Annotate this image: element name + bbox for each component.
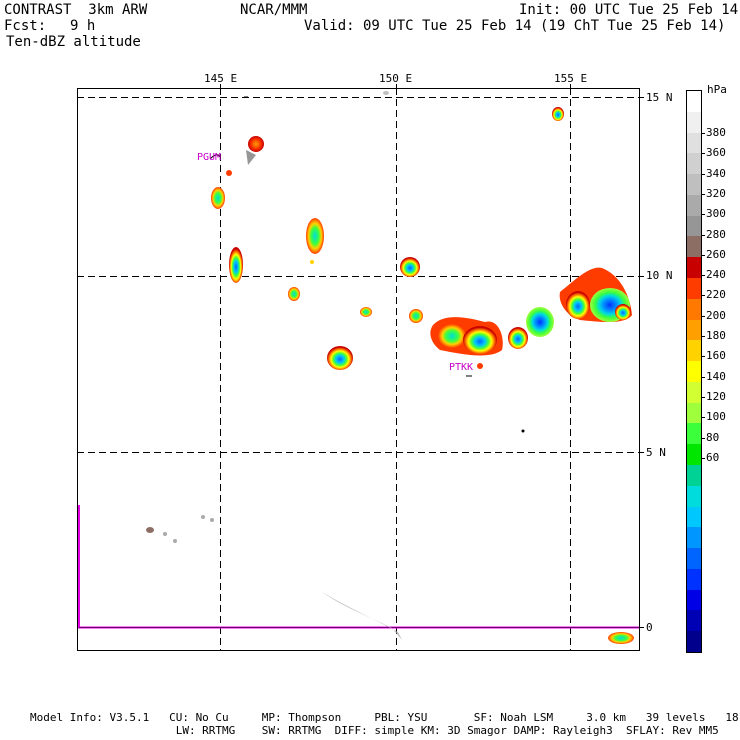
- forecast-hour: 9 h: [70, 18, 96, 34]
- colorbar-tick-label: 340: [706, 166, 726, 180]
- colorbar-segment: [687, 257, 701, 279]
- colorbar-tick-label: 320: [706, 186, 726, 200]
- colorbar-segment: [687, 631, 701, 653]
- lat-label-15n: 15 N: [646, 91, 673, 104]
- colorbar-segment: [687, 194, 701, 217]
- colorbar-tick-label: 80: [706, 430, 720, 444]
- colorbar-tick-label: 120: [706, 389, 726, 403]
- lon-label-145: 145 E: [204, 72, 238, 85]
- colorbar-tick-mark: [701, 153, 705, 155]
- lat-label-equator: 0: [646, 621, 653, 634]
- station-ptkk: PTKK: [449, 362, 474, 373]
- forecast-label: Fcst:: [4, 18, 47, 34]
- colorbar-tick-mark: [701, 214, 705, 216]
- colorbar-tick-mark: [701, 376, 705, 378]
- colorbar-tick-mark: [701, 457, 705, 459]
- colorbar-segment: [687, 444, 701, 466]
- colorbar: [686, 90, 702, 653]
- lat-label-5n: 5 N: [646, 446, 666, 459]
- colorbar-segment: [687, 465, 701, 487]
- colorbar-segment: [687, 361, 701, 383]
- colorbar-segment: [687, 153, 701, 175]
- colorbar-segment: [687, 423, 701, 445]
- organization-label: NCAR/MMM: [240, 2, 308, 18]
- echo-cells: [146, 91, 634, 644]
- colorbar-segment: [687, 298, 701, 321]
- colorbar-tick-label: 280: [706, 227, 726, 241]
- colorbar-tick-label: 360: [706, 146, 726, 160]
- tick-marks: [220, 84, 644, 628]
- colorbar-tick-mark: [701, 396, 705, 398]
- field-name: Ten-dBZ altitude: [6, 34, 141, 50]
- colorbar-tick-mark: [701, 193, 705, 195]
- colorbar-segment: [687, 610, 701, 632]
- colorbar-segment: [687, 319, 701, 341]
- colorbar-tick-label: 380: [706, 126, 726, 139]
- colorbar-segment: [687, 111, 701, 134]
- colorbar-segment: [687, 278, 701, 300]
- colorbar-segment: [687, 236, 701, 258]
- colorbar-tick-label: 180: [706, 329, 726, 342]
- colorbar-tick-label: 240: [706, 268, 726, 282]
- colorbar-segment: [687, 527, 701, 549]
- colorbar-tick-mark: [701, 356, 705, 358]
- colorbar-tick-mark: [701, 336, 705, 337]
- surface-streak: [322, 592, 402, 640]
- colorbar-tick-label: 300: [706, 207, 726, 221]
- model-info-line1: Model Info: V3.5.1 CU: No Cu MP: Thompso…: [30, 711, 740, 724]
- model-title: CONTRAST 3km ARW: [4, 2, 148, 18]
- colorbar-segment: [687, 485, 701, 508]
- colorbar-segment: [687, 548, 701, 570]
- model-info-line2: LW: RRTMG SW: RRTMG DIFF: simple KM: 3D …: [30, 724, 719, 737]
- colorbar-segment: [687, 506, 701, 528]
- colorbar-tick-mark: [701, 234, 705, 236]
- colorbar-tick-label: 220: [706, 288, 726, 302]
- graticule: [77, 88, 640, 650]
- lon-label-155: 155 E: [554, 72, 588, 85]
- plot-frame: [77, 88, 640, 651]
- station-pgum: PGUM: [197, 152, 222, 163]
- colorbar-tick-mark: [701, 295, 705, 297]
- colorbar-segment: [687, 132, 701, 154]
- lat-label-10n: 10 N: [646, 269, 673, 282]
- colorbar-tick-mark: [701, 437, 705, 439]
- colorbar-tick-mark: [701, 275, 705, 277]
- colorbar-segment: [687, 340, 701, 362]
- colorbar-unit: hPa: [707, 83, 727, 96]
- colorbar-segment: [687, 568, 701, 591]
- colorbar-segment: [687, 381, 701, 404]
- colorbar-segment: [687, 215, 701, 237]
- colorbar-segment: [687, 589, 701, 611]
- init-time: Init: 00 UTC Tue 25 Feb 14: [519, 2, 739, 18]
- colorbar-tick-label: 140: [706, 369, 726, 383]
- colorbar-tick-mark: [701, 417, 705, 419]
- colorbar-tick-label: 260: [706, 247, 726, 261]
- valid-time: Valid: 09 UTC Tue 25 Feb 14 (19 ChT Tue …: [304, 18, 726, 34]
- colorbar-tick-label: 60: [706, 450, 720, 464]
- colorbar-tick-label: 160: [706, 349, 726, 363]
- coastlines: [209, 96, 472, 377]
- colorbar-tick-label: 200: [706, 308, 726, 322]
- colorbar-tick-label: 100: [706, 410, 726, 424]
- lon-label-150: 150 E: [379, 72, 413, 85]
- colorbar-tick-mark: [701, 173, 705, 175]
- colorbar-segment: [687, 91, 701, 113]
- colorbar-tick-mark: [701, 133, 705, 134]
- colorbar-tick-mark: [701, 315, 705, 317]
- colorbar-segment: [687, 174, 701, 196]
- colorbar-tick-mark: [701, 254, 705, 256]
- colorbar-segment: [687, 402, 701, 424]
